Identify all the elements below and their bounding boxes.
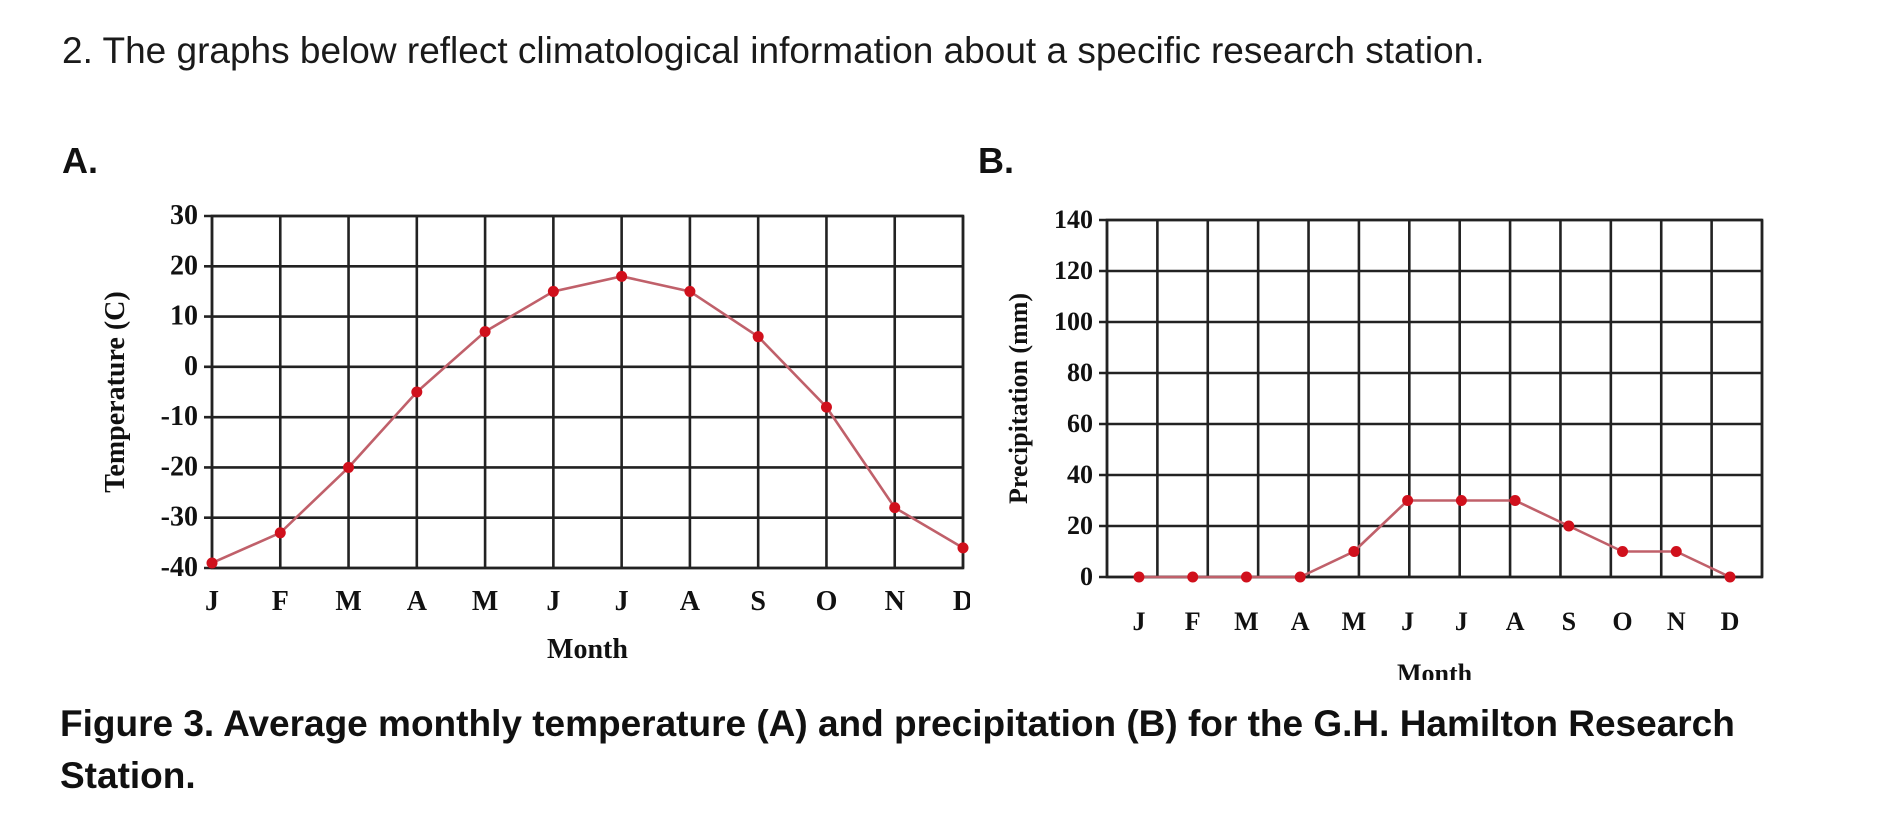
data-point [343, 461, 355, 473]
data-point [1724, 571, 1736, 583]
data-point [1187, 571, 1199, 583]
data-point [1563, 520, 1575, 532]
y-tick-label: 80 [1067, 358, 1093, 387]
plot-frame [210, 214, 965, 570]
x-tick-label: A [1506, 607, 1525, 636]
x-tick-label: A [407, 586, 428, 617]
x-tick-label: J [1133, 607, 1146, 636]
data-point [1240, 571, 1252, 583]
data-point [889, 502, 901, 514]
plot-frame [1105, 218, 1764, 579]
y-tick-label: 0 [1080, 562, 1093, 591]
data-point [1348, 546, 1360, 557]
data-point [479, 326, 491, 338]
series-line [211, 275, 964, 565]
data-point [1455, 495, 1467, 506]
x-tick-label: S [1562, 607, 1576, 636]
y-tick-label: 120 [1054, 256, 1093, 285]
data-point [1402, 495, 1414, 506]
series-line [1139, 499, 1731, 579]
data-point [1294, 571, 1306, 583]
data-point [957, 542, 969, 554]
x-tick-label: A [680, 586, 701, 617]
x-tick-label: J [205, 586, 219, 617]
x-tick-label: F [272, 586, 289, 617]
y-axis-title: Precipitation (mm) [1004, 293, 1033, 504]
data-point [1509, 495, 1521, 506]
x-tick-label: D [953, 586, 970, 617]
y-tick-label: 60 [1067, 409, 1093, 438]
data-point [1670, 546, 1682, 557]
y-tick-label: 100 [1054, 307, 1093, 336]
data-point [616, 270, 628, 282]
precipitation-chart-svg: 0 20 40 60 80 100 120 140 J F M A M J J A S O N D Month Preci… [1004, 205, 1764, 680]
x-tick-label: M [335, 586, 361, 617]
y-tick-label: 40 [1067, 460, 1093, 489]
data-point [684, 285, 696, 297]
temperature-chart-svg: -40 -30 -20 -10 0 10 20 30 J F M A M J J A S O N D Month Temp… [100, 200, 970, 665]
x-tick-label: M [1342, 607, 1367, 636]
x-tick-label: F [1185, 607, 1201, 636]
x-tick-label: J [615, 586, 629, 617]
x-axis-title: Month [1397, 659, 1473, 680]
x-tick-label: S [750, 586, 766, 617]
panel-label-a: A. [62, 140, 98, 181]
x-tick-label: J [1455, 607, 1468, 636]
question-text: 2. The graphs below reflect climatologic… [62, 30, 1485, 71]
data-point [274, 527, 286, 539]
x-tick-label: J [546, 586, 560, 617]
y-tick-label: -10 [161, 401, 198, 432]
y-tick-label: 30 [170, 200, 198, 231]
data-point [206, 557, 218, 569]
data-point [752, 331, 764, 343]
y-tick-label: 10 [170, 301, 198, 332]
x-tick-label: D [1721, 607, 1740, 636]
x-tick-label: N [1667, 607, 1686, 636]
x-axis-title: Month [547, 634, 628, 665]
x-tick-label: O [816, 586, 838, 617]
x-tick-label: N [885, 586, 905, 617]
y-tick-label: 0 [184, 351, 198, 382]
x-tick-label: A [1291, 607, 1310, 636]
y-tick-label: 20 [1067, 511, 1093, 540]
y-tick-label: -30 [161, 502, 198, 533]
data-point [820, 401, 832, 413]
y-tick-label: 140 [1054, 205, 1093, 234]
data-point [411, 386, 423, 398]
panel-label-b: B. [978, 140, 1014, 181]
x-tick-label: M [1234, 607, 1259, 636]
precipitation-chart: 0 20 40 60 80 100 120 140 J F M A M J J A S O N D Month Preci… [995, 190, 1795, 680]
y-tick-label: -40 [161, 552, 198, 583]
data-point [1617, 546, 1629, 557]
data-point [1133, 571, 1145, 583]
figure-caption: Figure 3. Average monthly temperature (A… [60, 703, 1735, 796]
x-tick-label: O [1612, 607, 1632, 636]
temperature-chart: -40 -30 -20 -10 0 10 20 30 J F M A M J J A S O N D Month Temp… [90, 190, 970, 670]
x-tick-label: M [472, 586, 498, 617]
y-tick-label: 20 [170, 250, 198, 281]
y-tick-label: -20 [161, 451, 198, 482]
x-tick-label: J [1401, 607, 1414, 636]
y-axis-title: Temperature (C) [100, 291, 131, 492]
data-point [547, 285, 559, 297]
